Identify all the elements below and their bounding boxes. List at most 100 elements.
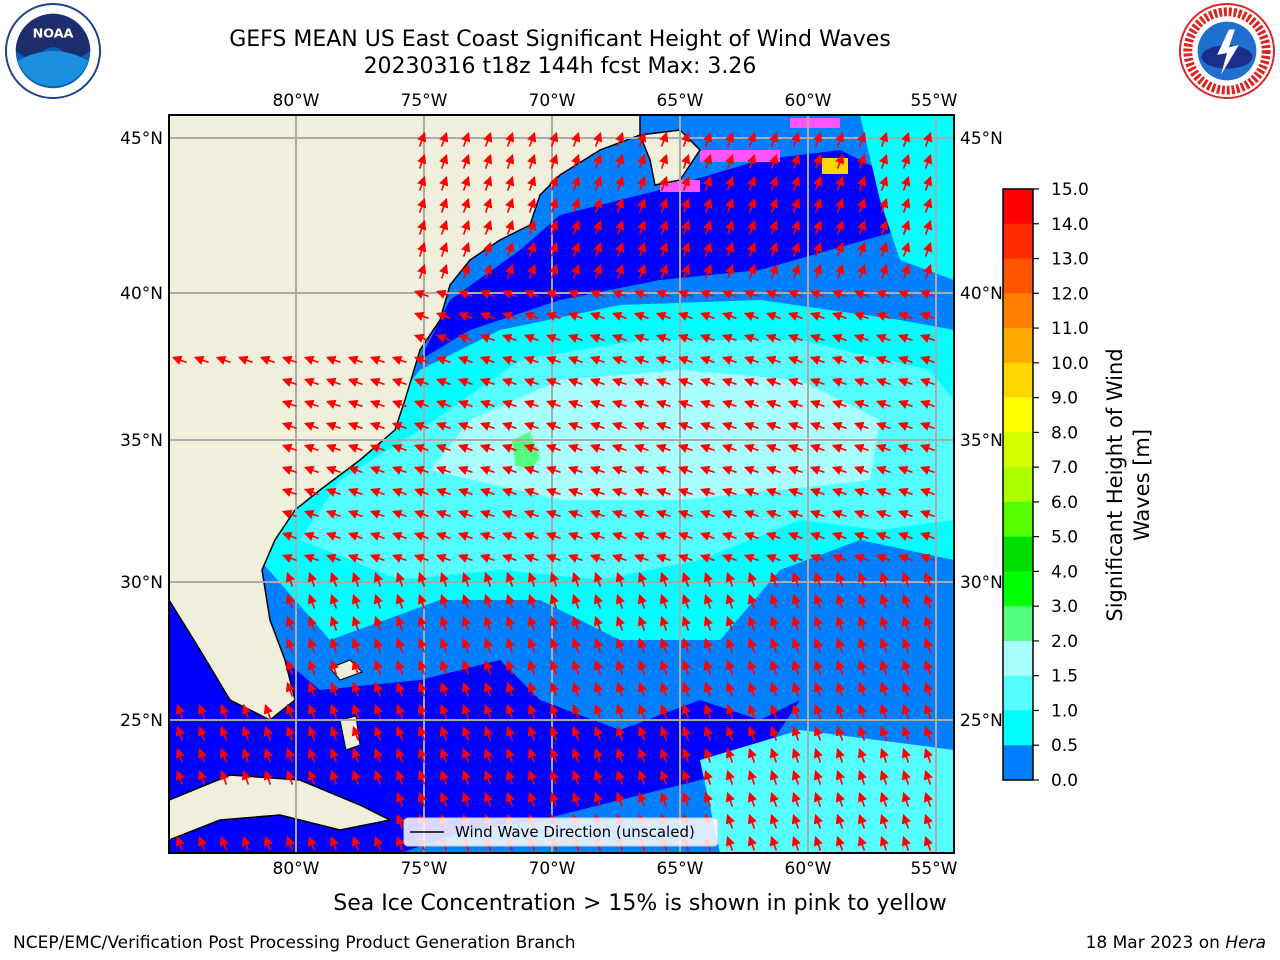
wave-direction-arrow (325, 531, 341, 541)
wave-direction-arrow (655, 399, 671, 409)
wave-direction-arrow (505, 153, 515, 169)
wave-direction-arrow (483, 769, 493, 785)
lat-tick: 30°N (120, 573, 163, 593)
wave-direction-arrow (637, 219, 647, 235)
wave-direction-arrow (857, 769, 867, 785)
wave-direction-arrow (567, 443, 583, 453)
wave-direction-arrow (457, 421, 473, 431)
wave-direction-arrow (831, 355, 847, 365)
wave-direction-arrow (285, 769, 295, 785)
wave-direction-arrow (879, 593, 889, 609)
wave-direction-arrow (919, 509, 935, 519)
wave-direction-arrow (681, 571, 691, 587)
wave-direction-arrow (765, 311, 781, 321)
wave-direction-arrow (417, 131, 427, 147)
lon-tick: 55°W (911, 91, 958, 111)
wave-direction-arrow (725, 659, 735, 675)
wave-direction-arrow (809, 487, 825, 497)
wave-direction-arrow (897, 465, 913, 475)
wave-direction-arrow (747, 241, 757, 257)
wave-direction-arrow (215, 355, 231, 365)
wave-direction-arrow (659, 571, 669, 587)
wave-direction-arrow (809, 377, 825, 387)
wave-direction-arrow (897, 553, 913, 563)
wave-direction-arrow (923, 615, 933, 631)
wave-direction-arrow (703, 241, 713, 257)
wave-direction-arrow (457, 531, 473, 541)
lon-ticks-bottom: 80°W 75°W 70°W 65°W 60°W 55°W (273, 859, 958, 879)
wave-direction-arrow (703, 197, 713, 213)
wave-direction-arrow (263, 747, 273, 763)
wave-direction-arrow (901, 681, 911, 697)
wave-direction-arrow (501, 421, 517, 431)
wave-direction-arrow (725, 263, 735, 279)
wave-direction-arrow (303, 399, 319, 409)
wave-direction-arrow (325, 443, 341, 453)
wave-direction-arrow (483, 791, 493, 807)
wave-direction-arrow (875, 443, 891, 453)
wave-direction-arrow (747, 197, 757, 213)
wave-direction-arrow (615, 637, 625, 653)
generation-date-text: 18 Mar 2023 on (1085, 933, 1220, 953)
wave-direction-arrow (655, 443, 671, 453)
wave-direction-arrow (505, 131, 515, 147)
wave-direction-arrow (549, 175, 559, 191)
wave-direction-arrow (681, 153, 691, 169)
colorbar-bin (1003, 189, 1033, 225)
wave-direction-arrow (549, 637, 559, 653)
wave-direction-arrow (483, 747, 493, 763)
wave-direction-arrow (501, 289, 517, 299)
noaa-logo-icon: NOAA (4, 2, 102, 100)
wave-direction-arrow (857, 131, 867, 147)
lat-ticks-right: 45°N 40°N 35°N 30°N 25°N (960, 129, 1003, 731)
wave-direction-arrow (435, 553, 451, 563)
wave-direction-arrow (303, 509, 319, 519)
wave-direction-arrow (659, 263, 669, 279)
wave-direction-arrow (417, 725, 427, 741)
wave-direction-arrow (479, 553, 495, 563)
wave-direction-arrow (765, 355, 781, 365)
wave-direction-arrow (923, 681, 933, 697)
wave-direction-arrow (879, 769, 889, 785)
wave-direction-arrow (791, 241, 801, 257)
wave-direction-arrow (813, 747, 823, 763)
wave-direction-arrow (725, 153, 735, 169)
wave-direction-arrow (875, 399, 891, 409)
wave-direction-arrow (417, 637, 427, 653)
wave-direction-arrow (241, 835, 251, 851)
wave-direction-arrow (835, 263, 845, 279)
wave-direction-arrow (633, 443, 649, 453)
wave-direction-arrow (417, 197, 427, 213)
wave-direction-arrow (747, 703, 757, 719)
wave-direction-arrow (263, 703, 273, 719)
wave-direction-arrow (197, 835, 207, 851)
wave-direction-arrow (413, 333, 429, 343)
wave-direction-arrow (369, 465, 385, 475)
wave-direction-arrow (567, 399, 583, 409)
wave-direction-arrow (435, 399, 451, 409)
wave-direction-arrow (677, 355, 693, 365)
wave-direction-arrow (879, 637, 889, 653)
wave-direction-arrow (743, 443, 759, 453)
wave-direction-arrow (369, 399, 385, 409)
wave-direction-arrow (659, 659, 669, 675)
wave-direction-arrow (769, 153, 779, 169)
wave-direction-arrow (659, 681, 669, 697)
colorbar-tick-label: 1.5 (1051, 667, 1078, 687)
wave-direction-arrow (875, 531, 891, 541)
wave-direction-arrow (413, 465, 429, 475)
wave-direction-arrow (901, 197, 911, 213)
wave-direction-arrow (395, 725, 405, 741)
lon-tick: 75°W (401, 91, 448, 111)
wave-direction-arrow (523, 421, 539, 431)
wave-direction-arrow (725, 835, 735, 851)
wave-direction-arrow (593, 637, 603, 653)
wave-direction-arrow (853, 465, 869, 475)
wave-direction-arrow (567, 311, 583, 321)
wave-direction-arrow (395, 659, 405, 675)
wave-direction-arrow (589, 377, 605, 387)
wave-direction-arrow (637, 241, 647, 257)
wave-direction-arrow (637, 175, 647, 191)
wave-direction-arrow (589, 531, 605, 541)
map-plot-area (169, 115, 954, 853)
